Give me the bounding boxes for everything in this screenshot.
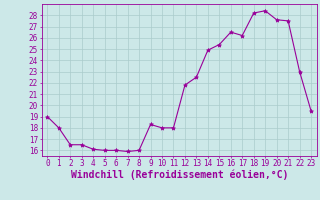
X-axis label: Windchill (Refroidissement éolien,°C): Windchill (Refroidissement éolien,°C) xyxy=(70,170,288,180)
